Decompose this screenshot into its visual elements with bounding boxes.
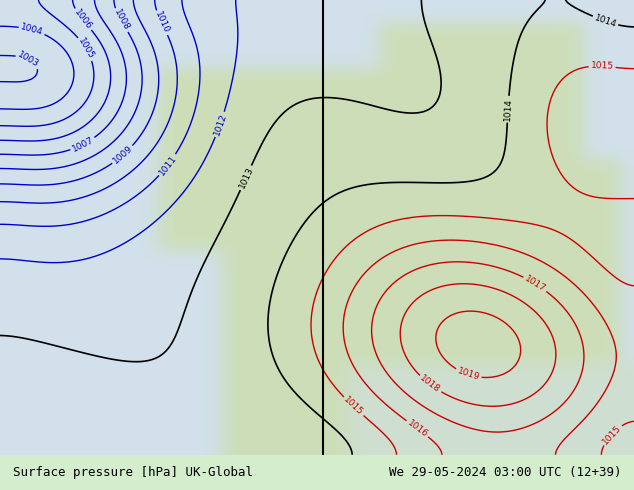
Text: 1011: 1011 [157,153,178,177]
Text: 1013: 1013 [237,166,255,190]
Text: 1006: 1006 [72,8,93,31]
Text: 1007: 1007 [70,135,95,154]
Text: 1016: 1016 [406,418,429,439]
Text: 1014: 1014 [593,13,618,29]
Text: 1010: 1010 [153,10,171,35]
Text: 1019: 1019 [456,367,481,382]
Text: 1008: 1008 [112,8,131,32]
Text: 1017: 1017 [523,274,547,294]
Text: 1004: 1004 [20,23,44,37]
Text: 1012: 1012 [212,112,228,137]
Text: 1015: 1015 [600,423,623,446]
Text: 1015: 1015 [342,395,365,417]
Text: 1015: 1015 [590,61,614,71]
Text: 1003: 1003 [16,50,41,69]
Text: 1018: 1018 [418,374,442,395]
Text: 1014: 1014 [503,98,514,121]
Text: 1005: 1005 [76,37,96,61]
Text: 1009: 1009 [111,144,134,166]
Text: We 29-05-2024 03:00 UTC (12+39): We 29-05-2024 03:00 UTC (12+39) [389,466,621,479]
Text: Surface pressure [hPa] UK-Global: Surface pressure [hPa] UK-Global [13,466,253,479]
